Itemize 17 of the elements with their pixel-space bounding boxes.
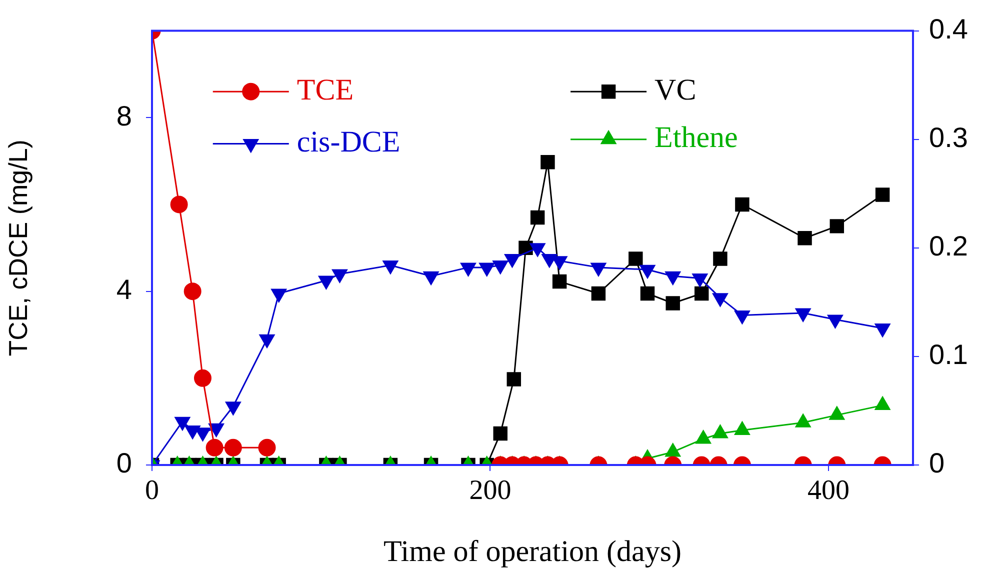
y-tick-label: 8 <box>116 100 132 132</box>
legend-label: Ethene <box>654 121 738 154</box>
x-tick-label: 400 <box>807 475 850 506</box>
y2-tick-label: 0.2 <box>929 230 968 262</box>
y-tick-label: 4 <box>116 274 132 306</box>
x-tick-label: 200 <box>469 475 512 506</box>
y2-tick-label: 0.1 <box>929 339 968 370</box>
y-axis-title: TCE, cDCE (mg/L) <box>2 140 33 356</box>
y-tick-label: 0 <box>116 448 132 479</box>
legend-label: VC <box>654 73 696 106</box>
legend-label: TCE <box>296 73 354 106</box>
y2-tick-label: 0.4 <box>929 14 968 45</box>
x-tick-label: 0 <box>145 475 159 506</box>
y2-tick-label: 0.3 <box>929 122 968 154</box>
x-axis-title: Time of operation (days) <box>383 534 682 568</box>
legend-label: cis-DCE <box>296 126 400 159</box>
y2-tick-label: 0 <box>929 448 945 479</box>
